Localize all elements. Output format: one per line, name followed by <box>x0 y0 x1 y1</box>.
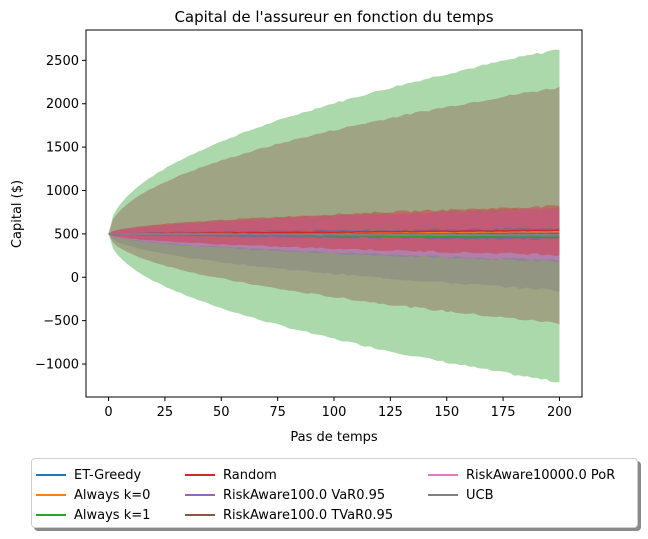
legend-label: RiskAware10000.0 PoR <box>466 467 616 483</box>
x-tick-label: 175 <box>491 405 516 420</box>
x-tick-label: 25 <box>157 405 174 420</box>
chart-title: Capital de l'assureur en fonction du tem… <box>174 8 493 26</box>
line-ucb <box>108 233 560 236</box>
legend-item: Always k=0 <box>36 487 150 503</box>
y-tick-label: −500 <box>43 314 79 329</box>
legend-swatch <box>185 514 215 516</box>
y-axis-label: Capital ($) <box>10 180 25 248</box>
legend-swatch <box>36 514 66 516</box>
legend-item: RiskAware100.0 TVaR0.95 <box>185 507 393 523</box>
x-axis-ticks: 0 25 50 75 100 125 150 175 200 <box>104 397 572 420</box>
band-riskaware100-0-tvar0-95 <box>108 86 560 325</box>
x-tick-label: 125 <box>378 405 403 420</box>
y-tick-label: −1000 <box>35 358 79 373</box>
legend-swatch <box>185 494 215 496</box>
confidence-bands <box>108 49 560 383</box>
legend-item: RiskAware100.0 VaR0.95 <box>185 487 385 503</box>
legend-item: RiskAware10000.0 PoR <box>428 467 615 483</box>
legend-swatch <box>428 494 458 496</box>
x-axis-label: Pas de temps <box>290 430 378 445</box>
legend: ET-Greedy Always k=0 Always k=1 Random RiskA… <box>31 458 638 528</box>
legend-item: Always k=1 <box>36 507 150 523</box>
legend-item: Random <box>185 467 277 483</box>
legend-label: Random <box>223 467 277 483</box>
legend-label: UCB <box>466 487 494 503</box>
legend-swatch <box>36 474 66 476</box>
legend-label: RiskAware100.0 VaR0.95 <box>223 487 386 503</box>
y-tick-label: 2500 <box>46 54 79 69</box>
mean-lines <box>108 229 560 239</box>
x-tick-label: 200 <box>547 405 572 420</box>
legend-label: RiskAware100.0 TVaR0.95 <box>223 507 394 523</box>
x-tick-label: 50 <box>213 405 230 420</box>
legend-swatch <box>36 494 66 496</box>
y-tick-label: 500 <box>54 227 79 242</box>
x-tick-label: 100 <box>322 405 347 420</box>
y-tick-label: 2000 <box>46 97 79 112</box>
x-tick-label: 75 <box>269 405 286 420</box>
legend-swatch <box>185 474 215 476</box>
band-random <box>108 205 560 256</box>
legend-label: Always k=1 <box>74 507 151 523</box>
band-always-k-1 <box>108 49 560 383</box>
legend-label: Always k=0 <box>74 487 151 503</box>
band-ucb <box>108 207 560 292</box>
legend-item: UCB <box>428 487 494 503</box>
y-axis-ticks: −1000 −500 0 500 1000 1500 2000 2500 <box>35 54 86 373</box>
legend-swatch <box>428 474 458 476</box>
x-tick-label: 150 <box>434 405 459 420</box>
legend-item: ET-Greedy <box>36 467 141 483</box>
y-tick-label: 1000 <box>46 184 79 199</box>
legend-label: ET-Greedy <box>74 467 142 483</box>
y-tick-label: 1500 <box>46 141 79 156</box>
y-tick-label: 0 <box>71 271 79 286</box>
x-tick-label: 0 <box>104 405 112 420</box>
